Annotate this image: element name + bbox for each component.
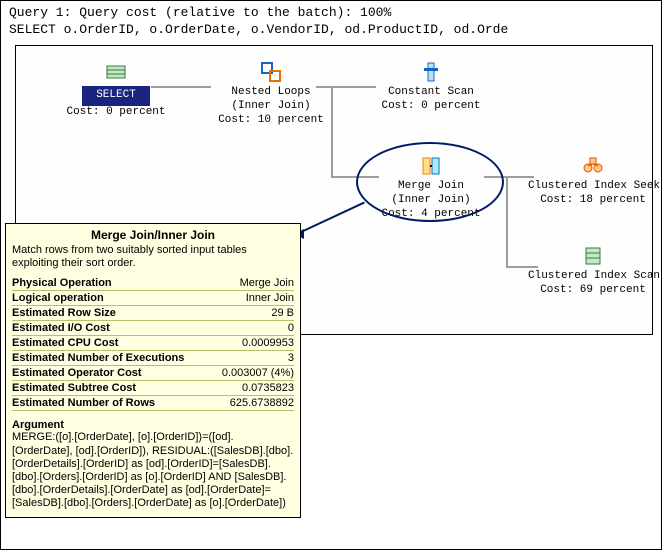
node-cost: Cost: 69 percent — [528, 284, 658, 298]
plan-node-clustered-index-seek[interactable]: Clustered Index Seek Cost: 18 percent — [528, 154, 658, 208]
tooltip-row-key: Estimated Row Size — [12, 306, 211, 321]
constant-scan-icon — [419, 60, 443, 84]
highlight-ellipse — [356, 142, 504, 222]
node-cost: Cost: 0 percent — [371, 100, 491, 114]
select-icon — [104, 60, 128, 84]
select-label: SELECT — [82, 86, 150, 106]
tooltip-row: Physical OperationMerge Join — [12, 276, 294, 291]
query-header: Query 1: Query cost (relative to the bat… — [1, 1, 661, 43]
tooltip-row: Estimated Operator Cost0.003007 (4%) — [12, 366, 294, 381]
node-cost: Cost: 10 percent — [211, 114, 331, 128]
node-sub: (Inner Join) — [211, 100, 331, 114]
plan-node-select[interactable]: SELECT Cost: 0 percent — [56, 60, 176, 120]
tooltip-row-key: Physical Operation — [12, 276, 211, 291]
tooltip-row: Estimated Subtree Cost0.0735823 — [12, 381, 294, 396]
node-label: Nested Loops — [211, 86, 331, 100]
tooltip-argument-body: MERGE:([o].[OrderDate], [o].[OrderID])=(… — [12, 431, 294, 510]
tooltip-row-key: Estimated Number of Rows — [12, 396, 211, 411]
tooltip-row-value: Inner Join — [211, 291, 294, 306]
select-cost: Cost: 0 percent — [56, 106, 176, 120]
tooltip-row-value: 0.0735823 — [211, 381, 294, 396]
tooltip-row: Estimated CPU Cost0.0009953 — [12, 336, 294, 351]
tooltip-row: Estimated Number of Executions3 — [12, 351, 294, 366]
plan-node-constant-scan[interactable]: Constant Scan Cost: 0 percent — [371, 60, 491, 114]
plan-node-nested-loops[interactable]: Nested Loops (Inner Join) Cost: 10 perce… — [211, 60, 331, 127]
tooltip-row-value: 0.0009953 — [211, 336, 294, 351]
tooltip-properties-table: Physical OperationMerge JoinLogical oper… — [12, 276, 294, 411]
nested-loops-icon — [259, 60, 283, 84]
tooltip-row-value: 29 B — [211, 306, 294, 321]
node-label: Clustered Index Seek — [528, 180, 658, 194]
tooltip-row-key: Estimated CPU Cost — [12, 336, 211, 351]
tooltip-row-value: 3 — [211, 351, 294, 366]
plan-node-clustered-index-scan[interactable]: Clustered Index Scan Cost: 69 percent — [528, 244, 658, 298]
tooltip-row-key: Estimated I/O Cost — [12, 321, 211, 336]
tooltip-row-value: 625.6738892 — [211, 396, 294, 411]
clustered-index-seek-icon — [581, 154, 605, 178]
connector — [506, 176, 508, 266]
node-label: Constant Scan — [371, 86, 491, 100]
tooltip-row: Estimated I/O Cost0 — [12, 321, 294, 336]
tooltip-row-value: 0.003007 (4%) — [211, 366, 294, 381]
clustered-index-scan-icon — [581, 244, 605, 268]
tooltip-row-value: 0 — [211, 321, 294, 336]
tooltip-row: Estimated Row Size29 B — [12, 306, 294, 321]
tooltip-argument-label: Argument — [12, 419, 294, 431]
operator-tooltip: Merge Join/Inner Join Match rows from tw… — [5, 223, 301, 518]
tooltip-row-key: Logical operation — [12, 291, 211, 306]
connector — [331, 86, 333, 176]
tooltip-row-key: Estimated Subtree Cost — [12, 381, 211, 396]
tooltip-row-value: Merge Join — [211, 276, 294, 291]
tooltip-title: Merge Join/Inner Join — [12, 228, 294, 242]
query-sql-line: SELECT o.OrderID, o.OrderDate, o.VendorI… — [9, 22, 653, 39]
node-cost: Cost: 18 percent — [528, 194, 658, 208]
node-label: Clustered Index Scan — [528, 270, 658, 284]
tooltip-row-key: Estimated Operator Cost — [12, 366, 211, 381]
query-cost-line: Query 1: Query cost (relative to the bat… — [9, 5, 653, 22]
tooltip-description: Match rows from two suitably sorted inpu… — [12, 244, 294, 270]
tooltip-row: Estimated Number of Rows625.6738892 — [12, 396, 294, 411]
tooltip-row: Logical operationInner Join — [12, 291, 294, 306]
tooltip-row-key: Estimated Number of Executions — [12, 351, 211, 366]
